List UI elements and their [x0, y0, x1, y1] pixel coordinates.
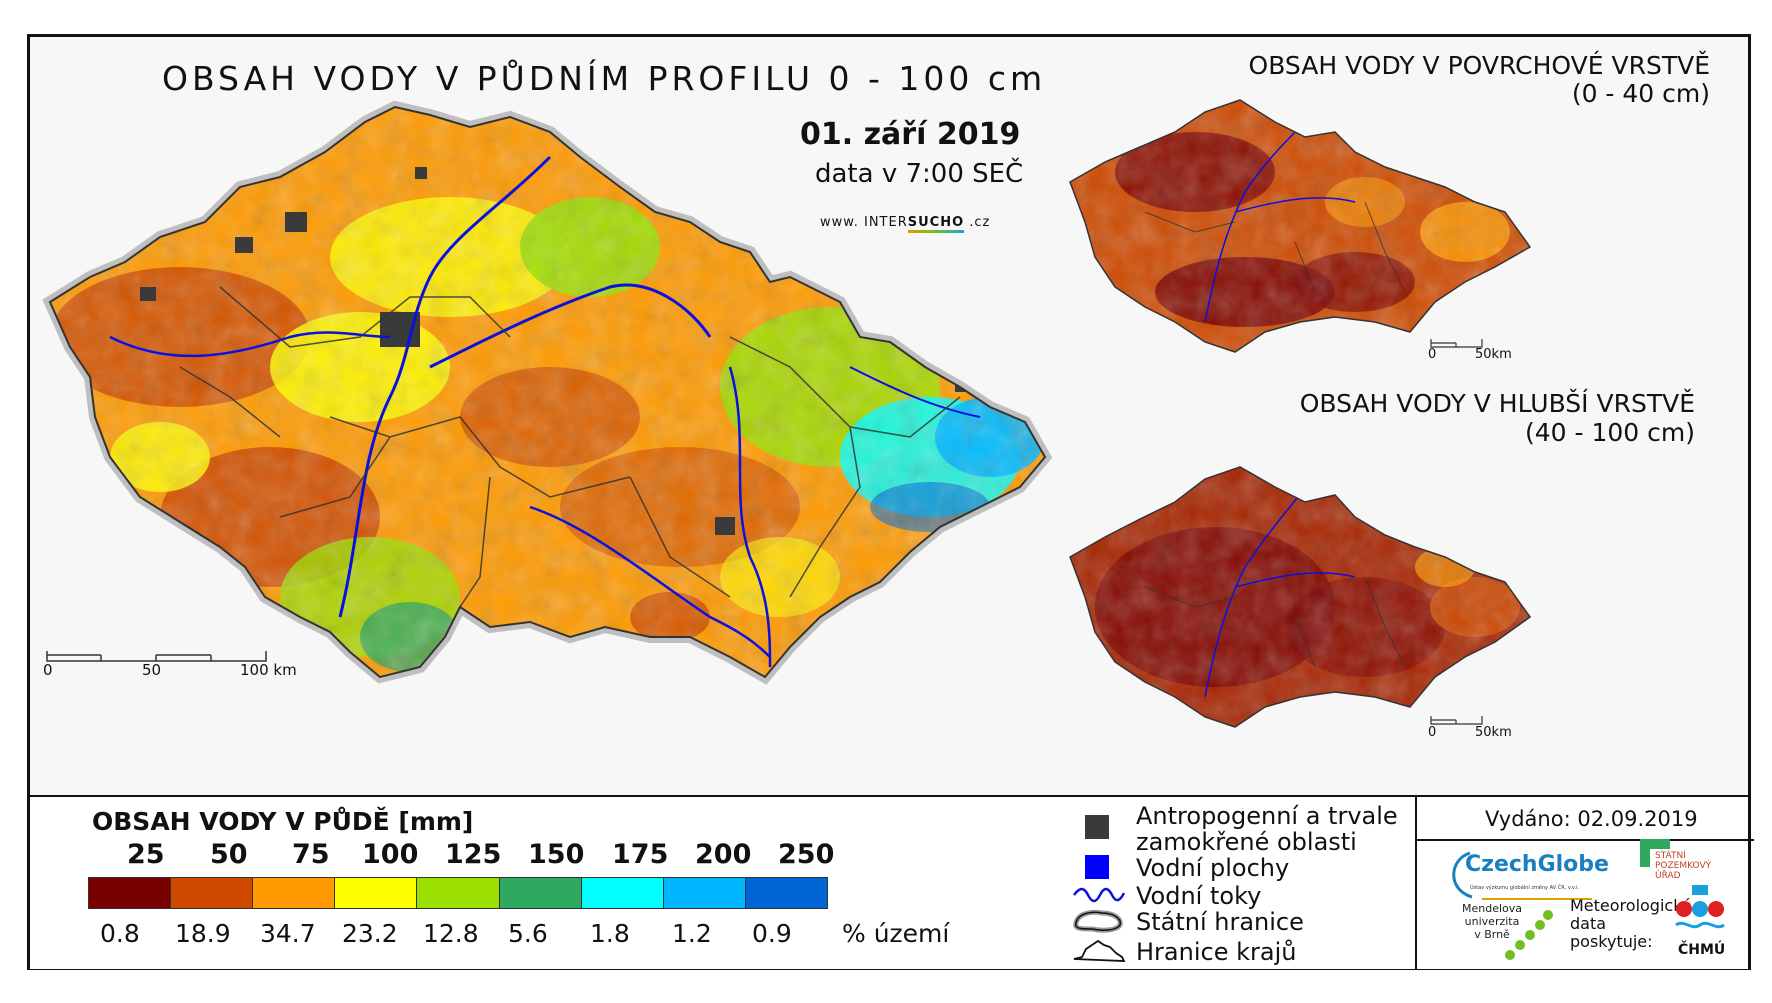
surface-map-title-line2: (0 - 40 cm) — [1571, 79, 1710, 108]
issued-date: Vydáno: 02.09.2019 — [1485, 807, 1698, 831]
website-brand-a: INTER — [863, 215, 908, 230]
legend-class-9-percent: 0.9 — [752, 919, 792, 948]
mendel-text: Mendelova univerzita v Brně — [1462, 902, 1522, 941]
mendel-line-3: v Brně — [1474, 928, 1510, 941]
meteo-line-3: poskytuje: — [1570, 932, 1653, 951]
legend-class-1-percent: 0.8 — [100, 919, 140, 948]
spu-logo-mark — [1640, 839, 1670, 867]
river-symbol — [1073, 887, 1126, 903]
legend-class-6-percent: 5.6 — [508, 919, 548, 948]
threshold-5: 125 — [445, 839, 502, 870]
legend-class-4-percent: 23.2 — [342, 919, 398, 948]
legend-title: OBSAH VODY V PŮDĚ [mm] — [92, 807, 474, 836]
chmu-logo — [1675, 885, 1725, 929]
region-border-label: Hranice krajů — [1136, 938, 1297, 966]
surface-scale-bar — [1430, 339, 1483, 348]
threshold-3: 75 — [292, 839, 330, 870]
deep-soil-moisture-map — [1069, 466, 1531, 728]
legend-class-6-swatch — [499, 878, 582, 908]
meteo-line-1: Meteorologická — [1570, 896, 1692, 915]
water-body-label: Vodní plochy — [1136, 854, 1290, 882]
mendel-logo — [1505, 910, 1553, 960]
anthropogenic-label-line2: zamokřené oblasti — [1136, 828, 1357, 856]
deep-map-title-line1: OBSAH VODY V HLUBŠÍ VRSTVĚ — [1299, 389, 1695, 418]
czechglobe-subtitle: Ústav výzkumu globální změny AV ČR, v.v.… — [1470, 885, 1580, 891]
legend-class-5-swatch — [417, 878, 500, 908]
threshold-9: 250 — [778, 839, 835, 870]
legend-class-8-percent: 1.2 — [672, 919, 712, 948]
surface-soil-moisture-map — [1069, 99, 1531, 353]
legend-class-7-percent: 1.8 — [590, 919, 630, 948]
chmu-name: ČHMÚ — [1678, 942, 1726, 958]
legend-class-2-swatch — [171, 878, 254, 908]
legend-class-1-swatch — [89, 878, 172, 908]
surface-scale-label-50: 50km — [1475, 347, 1512, 362]
region-border-symbol — [1073, 939, 1126, 962]
main-map-date: 01. září 2019 — [800, 117, 1021, 152]
deep-scale-label-0: 0 — [1428, 725, 1437, 740]
footer-divider-horizontal — [1417, 839, 1754, 841]
main-scale-label-0: 0 — [43, 661, 53, 679]
website-suffix: .cz — [969, 215, 991, 230]
meteo-text: Meteorologická data poskytuje: — [1570, 897, 1692, 951]
deep-scale-label-50: 50km — [1475, 725, 1512, 740]
legend-class-3-percent: 34.7 — [260, 919, 316, 948]
deep-map-title-line2: (40 - 100 cm) — [1525, 418, 1695, 447]
threshold-6: 150 — [528, 839, 585, 870]
legend-class-3-swatch — [253, 878, 336, 908]
anthropogenic-label-line1: Antropogenní a trvale — [1136, 802, 1398, 830]
spu-text: STÁTNÍ POZEMKOVÝ ÚŘAD — [1655, 851, 1711, 881]
legend-class-4-swatch — [335, 878, 418, 908]
website-link[interactable]: www. INTERSUCHO .cz — [820, 215, 991, 233]
threshold-7: 175 — [612, 839, 669, 870]
water-body-symbol — [1085, 855, 1109, 879]
main-scale-bar — [46, 651, 267, 662]
mendel-line-1: Mendelova — [1462, 902, 1523, 915]
footer-divider-vertical — [1415, 797, 1417, 969]
map-frame: OBSAH VODY V PŮDNÍM PROFILU 0 - 100 cm 0… — [27, 34, 1754, 970]
surface-map-title-line1: OBSAH VODY V POVRCHOVÉ VRSTVĚ — [1248, 51, 1710, 80]
legend-class-2-percent: 18.9 — [175, 919, 231, 948]
website-prefix: www. — [820, 215, 859, 230]
threshold-4: 100 — [362, 839, 419, 870]
spu-line-2: POZEMKOVÝ — [1655, 861, 1712, 871]
legend-class-9-swatch — [745, 878, 827, 908]
mendel-line-2: univerzita — [1464, 915, 1520, 928]
threshold-8: 200 — [695, 839, 752, 870]
czechglobe-name: CzechGlobe — [1465, 852, 1609, 877]
legend-class-7-swatch — [581, 878, 664, 908]
state-border-symbol — [1073, 909, 1123, 933]
legend-class-8-swatch — [663, 878, 746, 908]
legend-panel: OBSAH VODY V PŮDĚ [mm] 25 50 75 100 125 … — [30, 795, 1754, 969]
deep-scale-bar — [1430, 716, 1483, 725]
spu-line-1: STÁTNÍ — [1655, 851, 1686, 861]
data-time: data v 7:00 SEČ — [815, 159, 1024, 189]
anthropogenic-area-symbol — [1085, 815, 1109, 839]
meteo-line-2: data — [1570, 914, 1607, 933]
website-brand-b: SUCHO — [907, 215, 965, 233]
threshold-2: 50 — [210, 839, 248, 870]
threshold-1: 25 — [127, 839, 165, 870]
state-border-label: Státní hranice — [1136, 908, 1304, 936]
legend-class-5-percent: 12.8 — [423, 919, 479, 948]
main-soil-moisture-map — [30, 37, 1200, 787]
main-scale-label-50: 50 — [142, 661, 162, 679]
river-label: Vodní toky — [1136, 882, 1262, 910]
spu-line-3: ÚŘAD — [1655, 871, 1681, 881]
main-scale-label-100: 100 km — [240, 661, 297, 679]
legend-percent-unit: % území — [842, 919, 950, 948]
surface-scale-label-0: 0 — [1428, 347, 1437, 362]
main-map-title: OBSAH VODY V PŮDNÍM PROFILU 0 - 100 cm — [162, 59, 1047, 98]
czechglobe-logo — [1452, 851, 1592, 900]
legend-color-bar — [88, 877, 828, 909]
